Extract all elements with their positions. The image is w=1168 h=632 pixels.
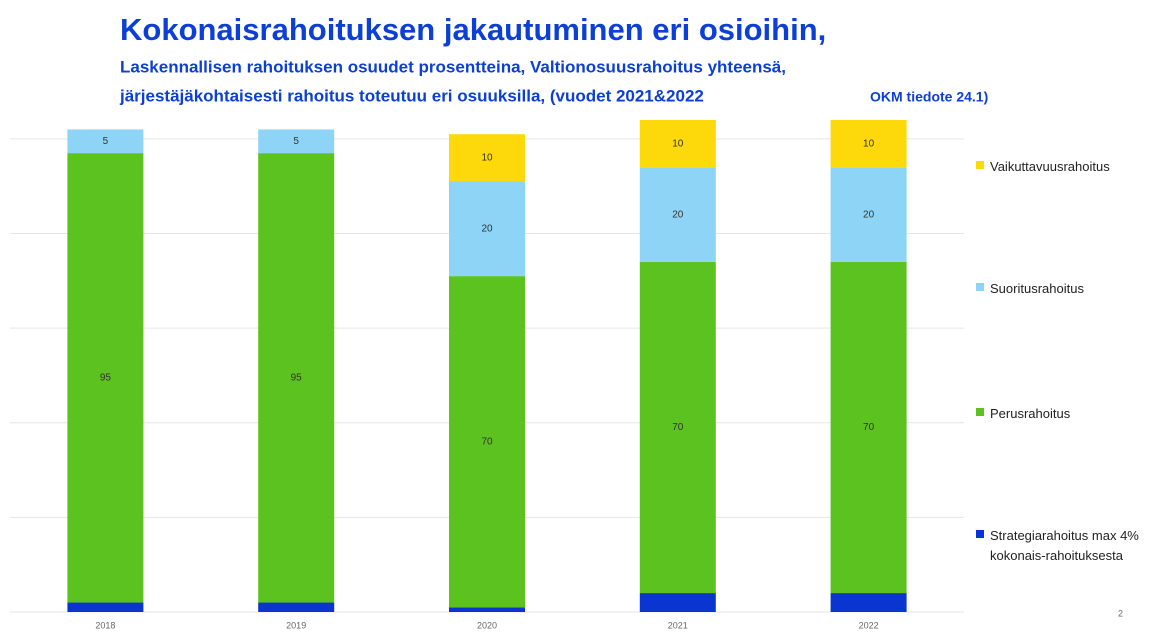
data-label: 20 [863,209,875,220]
data-label: 10 [672,138,684,149]
legend-item: Perusrahoitus [976,404,1162,424]
bar-segment [830,261,907,594]
subtitle: Laskennallisen rahoituksen osuudet prose… [120,57,786,76]
data-label: 5 [293,136,299,147]
data-label: 70 [863,422,875,433]
subtitle-note: OKM tiedote 24.1) [870,89,988,105]
legend-label: Perusrahoitus [990,406,1071,421]
x-tick-label: 2020 [477,620,497,630]
legend-swatch [976,408,984,416]
bar-segment [639,593,716,612]
data-label: 10 [481,152,493,163]
bar-segment [830,120,907,168]
data-label: 70 [481,436,493,447]
bar-segment [258,129,335,154]
legend-swatch [976,530,984,538]
bar-segment [258,153,335,603]
bar-segment [258,602,335,612]
legend-swatch [976,161,984,169]
bar-segment [830,593,907,612]
chart-title: Kokonaisrahoituksen jakautuminen eri osi… [120,12,826,47]
bar-segment [639,167,716,262]
bar-segment [67,153,144,603]
bar-segment [449,181,525,277]
legend-item: Suoritusrahoitus [976,279,1162,299]
bar-segment [639,261,716,594]
bar-segment [830,167,907,262]
page-number: 2 [1118,608,1123,618]
legend-label: Strategiarahoitus max 4% kokonais-rahoit… [990,528,1139,563]
legend-label: Suoritusrahoitus [990,281,1084,296]
x-tick-label: 2019 [286,620,306,630]
legend-label: Vaikuttavuusrahoitus [990,159,1110,174]
data-label: 95 [100,372,112,383]
data-label: 95 [291,372,303,383]
bar-segment [67,129,144,154]
data-label: 70 [672,422,684,433]
bar-segment [449,607,525,612]
legend-swatch [976,283,984,291]
bar-segment [449,276,525,608]
bar-segment [639,120,716,168]
data-label: 20 [672,209,684,220]
data-label: 5 [103,136,109,147]
subtitle: järjestäjäkohtaisesti rahoitus toteutuu … [119,86,704,105]
data-label: 20 [481,223,493,234]
x-tick-label: 2018 [95,620,115,630]
bar-segment [67,602,144,612]
data-label: 10 [863,138,875,149]
bar-segment [449,134,525,182]
x-tick-label: 2021 [668,620,688,630]
x-tick-label: 2022 [859,620,879,630]
legend-item: Vaikuttavuusrahoitus [976,157,1162,177]
legend-item: Strategiarahoitus max 4% kokonais-rahoit… [976,526,1162,566]
